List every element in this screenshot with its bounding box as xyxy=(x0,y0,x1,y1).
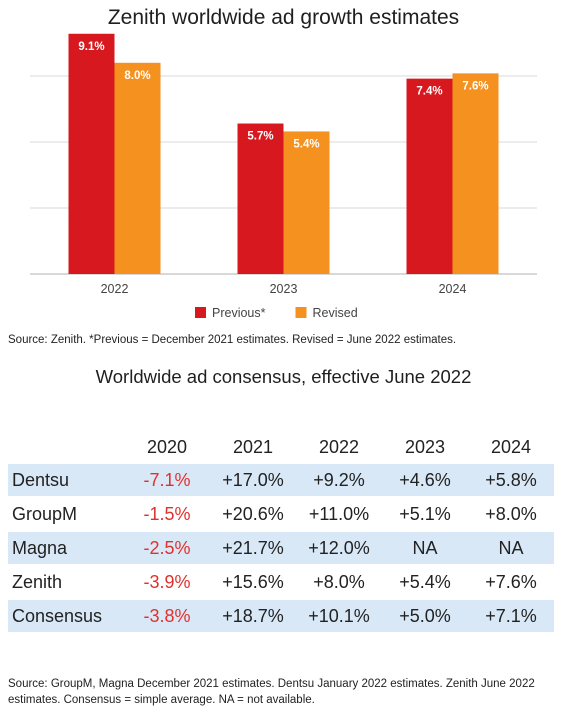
table-cell: +7.6% xyxy=(485,571,537,592)
table-cell: +5.4% xyxy=(399,571,451,592)
table-cell: +15.6% xyxy=(222,571,284,592)
table-cell: NA xyxy=(468,532,554,564)
row-label: GroupM xyxy=(12,503,78,524)
table-row: GroupM -1.5% +20.6% +11.0% +5.1% +8.0% xyxy=(8,498,554,530)
column-header-2020: 2020 xyxy=(146,436,188,457)
table-cell: +5.1% xyxy=(399,503,451,524)
legend-swatch-1 xyxy=(295,307,307,318)
table-cell: +17.0% xyxy=(210,464,296,496)
table-cell: +5.8% xyxy=(468,464,554,496)
x-tick-label-2022: 2022 xyxy=(101,282,129,296)
table-cell: +8.0% xyxy=(313,571,365,592)
table-cell: -3.9% xyxy=(143,571,191,592)
table-cell: -1.5% xyxy=(143,503,191,524)
legend-swatch-0 xyxy=(195,307,206,318)
column-header-2021: 2021 xyxy=(232,436,274,457)
bar-previous-2022 xyxy=(68,33,115,275)
table-cell: NA xyxy=(382,532,468,564)
bar-revised-2024 xyxy=(452,73,499,274)
column-header-2024: 2024 xyxy=(490,436,532,457)
table-cell: +10.1% xyxy=(296,600,382,632)
table-cell: +11.0% xyxy=(308,503,370,524)
table-cell: -2.5% xyxy=(124,532,210,564)
table-cell: +8.0% xyxy=(485,503,537,524)
table-header: 2020 2021 2022 2023 2024 xyxy=(8,430,554,464)
row-label: Consensus xyxy=(8,600,124,632)
x-tick-label-2024: 2024 xyxy=(439,282,467,296)
bar-previous-2023 xyxy=(237,123,284,275)
table-row: Dentsu -7.1% +17.0% +9.2% +4.6% +5.8% xyxy=(8,464,554,496)
bar-revised-2023 xyxy=(283,131,330,274)
table-cell: +5.0% xyxy=(382,600,468,632)
bar-data-label: 7.4% xyxy=(416,86,442,98)
table-title: Worldwide ad consensus, effective June 2… xyxy=(95,366,472,387)
table-cell: +4.6% xyxy=(382,464,468,496)
bar-revised-2022 xyxy=(114,62,161,274)
row-label: Dentsu xyxy=(8,464,124,496)
bar-data-label: 8.0% xyxy=(124,70,150,82)
table-row: Consensus -3.8% +18.7% +10.1% +5.0% +7.1% xyxy=(8,600,554,632)
table-cell: +20.6% xyxy=(222,503,284,524)
legend-label-0: Previous* xyxy=(212,306,266,320)
table-source-note: Source: GroupM, Magna December 2021 esti… xyxy=(8,678,535,706)
column-header-2023: 2023 xyxy=(404,436,446,457)
x-tick-label-2023: 2023 xyxy=(270,282,298,296)
bar-previous-2024 xyxy=(406,78,453,274)
header-row: 2020 2021 2022 2023 2024 xyxy=(8,430,554,464)
bar-chart: 9.1% 8.0% 2022 5.7% 5.4% 2023 7.4% 7.6% 2024 Prev… xyxy=(30,33,537,320)
table-row: Magna -2.5% +21.7% +12.0% NA NA xyxy=(8,532,554,564)
header-blank xyxy=(8,430,124,464)
table-cell: -7.1% xyxy=(124,464,210,496)
table-body: Dentsu -7.1% +17.0% +9.2% +4.6% +5.8% GroupM -1… xyxy=(8,464,554,632)
bar-data-label: 7.6% xyxy=(462,80,488,92)
table-cell: +9.2% xyxy=(296,464,382,496)
row-label: Magna xyxy=(8,532,124,564)
table-row: Zenith -3.9% +15.6% +8.0% +5.4% +7.6% xyxy=(8,566,554,598)
table-cell: -3.8% xyxy=(124,600,210,632)
table-cell: +18.7% xyxy=(210,600,296,632)
row-label: Zenith xyxy=(12,571,63,592)
bar-data-label: 9.1% xyxy=(78,41,104,53)
table-cell: +21.7% xyxy=(210,532,296,564)
chart-source-note: Source: Zenith. *Previous = December 202… xyxy=(8,334,457,346)
legend-label-1: Revised xyxy=(313,306,358,320)
table-cell: +7.1% xyxy=(468,600,554,632)
bar-data-label: 5.7% xyxy=(247,131,273,143)
bar-data-label: 5.4% xyxy=(293,138,319,150)
column-header-2022: 2022 xyxy=(318,436,360,457)
table-cell: +12.0% xyxy=(296,532,382,564)
chart-title: Zenith worldwide ad growth estimates xyxy=(107,6,460,29)
consensus-table: 2020 2021 2022 2023 2024 Dentsu -7.1% +17.0% +9… xyxy=(8,430,554,632)
